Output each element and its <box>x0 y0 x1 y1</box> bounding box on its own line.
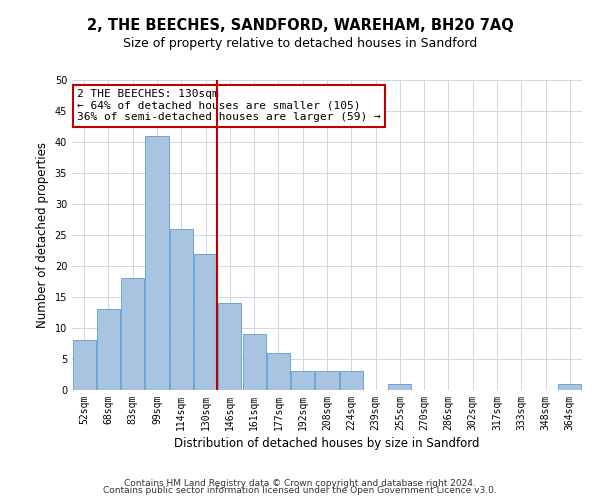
Bar <box>388 384 412 390</box>
X-axis label: Distribution of detached houses by size in Sandford: Distribution of detached houses by size … <box>174 437 480 450</box>
Bar <box>121 278 144 390</box>
Bar <box>218 303 241 390</box>
Text: 2, THE BEECHES, SANDFORD, WAREHAM, BH20 7AQ: 2, THE BEECHES, SANDFORD, WAREHAM, BH20 … <box>86 18 514 32</box>
Text: Contains public sector information licensed under the Open Government Licence v3: Contains public sector information licen… <box>103 486 497 495</box>
Bar <box>170 229 193 390</box>
Bar <box>73 340 95 390</box>
Y-axis label: Number of detached properties: Number of detached properties <box>36 142 49 328</box>
Bar <box>194 254 217 390</box>
Bar <box>559 384 581 390</box>
Bar <box>97 310 120 390</box>
Text: Contains HM Land Registry data © Crown copyright and database right 2024.: Contains HM Land Registry data © Crown c… <box>124 478 476 488</box>
Bar <box>316 372 338 390</box>
Bar <box>340 372 363 390</box>
Text: Size of property relative to detached houses in Sandford: Size of property relative to detached ho… <box>123 38 477 51</box>
Bar <box>291 372 314 390</box>
Text: 2 THE BEECHES: 130sqm
← 64% of detached houses are smaller (105)
36% of semi-det: 2 THE BEECHES: 130sqm ← 64% of detached … <box>77 90 381 122</box>
Bar <box>242 334 266 390</box>
Bar <box>267 353 290 390</box>
Bar <box>145 136 169 390</box>
